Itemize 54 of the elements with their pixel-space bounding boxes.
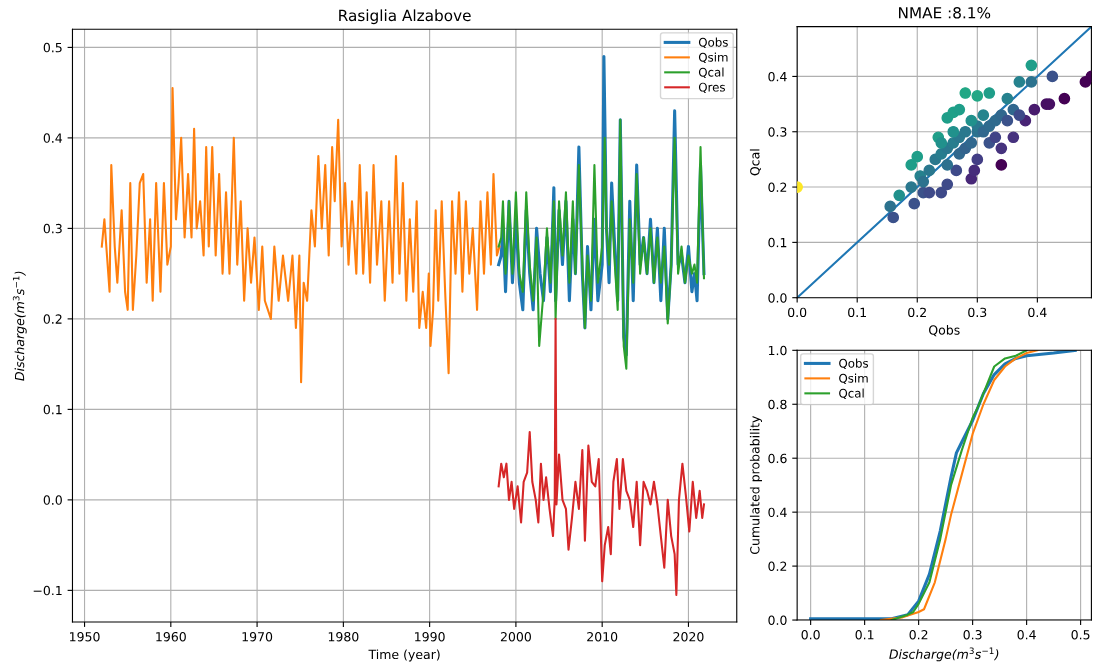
y-tick-label: 0.1 [768, 237, 787, 248]
x-tick-label: 0.4 [1017, 629, 1036, 640]
y-tick-label: 0.8 [768, 399, 787, 410]
x-tick-label: 1980 [328, 631, 359, 642]
y-tick-label: 0.4 [768, 71, 787, 82]
y-tick-label: 0.3 [43, 223, 62, 234]
legend-label: Qcal [698, 67, 724, 78]
legend-label: Qsim [839, 373, 868, 385]
y-tick-label: 0.5 [43, 42, 62, 53]
x-tick-label: 0.2 [908, 307, 926, 318]
y-tick-label: 0.2 [768, 182, 787, 192]
x-axis-title: Time (year) [368, 649, 440, 662]
legend-label: Qsim [698, 52, 728, 64]
x-tick-label: 1970 [242, 631, 273, 642]
y-tick-label: 0.4 [43, 133, 63, 143]
x-axis-title: Qobs [929, 325, 960, 337]
x-tick-label: 0.5 [1071, 629, 1090, 640]
y-tick-label: 0.0 [768, 293, 787, 303]
y-tick-label: 0.1 [43, 404, 62, 415]
y-tick-label: 0.2 [768, 561, 787, 572]
y-tick-label: 1.0 [768, 345, 787, 356]
x-tick-label: 0.3 [963, 629, 982, 640]
x-tick-label: 0.4 [1028, 307, 1047, 318]
y-tick-label: −0.1 [33, 585, 62, 596]
y-tick-label: 0.3 [768, 127, 787, 137]
line-series [497, 317, 706, 596]
x-tick-label: 1950 [70, 631, 100, 642]
chart-title: Rasiglia Alzabove [339, 9, 471, 25]
x-tick-label: 0.3 [968, 307, 987, 318]
y-tick-label: 0.0 [768, 615, 787, 625]
x-axis-title: Discharge(m$^{3}$s$^{−1}$) [889, 647, 999, 662]
legend-label: Qres [698, 82, 725, 93]
x-tick-label: 2020 [673, 631, 704, 642]
y-tick-label: 0.0 [43, 495, 62, 505]
y-axis-title: Discharge(m$^{3}$s$^{−1}$) [12, 271, 27, 381]
legend-label: Qobs [698, 37, 728, 49]
x-tick-label: 1990 [415, 631, 445, 642]
x-tick-label: 0.1 [848, 307, 866, 318]
y-axis-title: Cumulated probability [749, 416, 762, 555]
x-tick-label: 2010 [587, 631, 618, 642]
y-axis-title: Qcal [749, 149, 761, 176]
x-tick-label: 0.1 [855, 629, 874, 640]
x-tick-label: 1960 [156, 631, 186, 642]
x-tick-label: 0.0 [788, 307, 807, 318]
line-series [497, 118, 706, 370]
legend-label: Qobs [839, 358, 869, 370]
x-tick-label: 2000 [500, 631, 531, 642]
x-tick-label: 0.2 [909, 629, 928, 640]
chart-title: NMAE :8.1% [899, 6, 991, 19]
y-tick-label: 0.6 [768, 453, 787, 464]
y-tick-label: 0.4 [768, 507, 787, 518]
x-tick-label: 0.0 [801, 629, 820, 640]
legend-label: Qcal [839, 388, 864, 400]
line-series [100, 87, 501, 384]
